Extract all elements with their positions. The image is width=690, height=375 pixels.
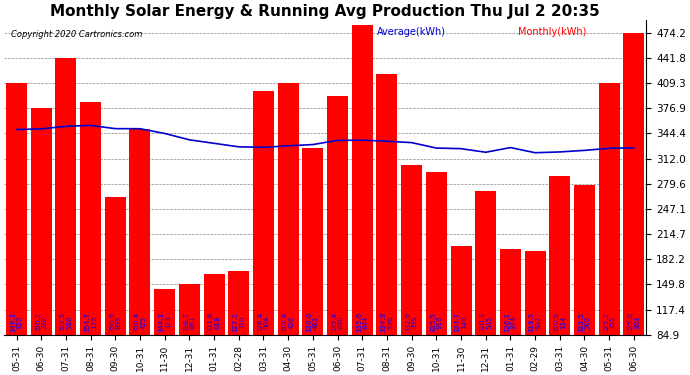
- Text: 327.1
310: 327.1 310: [233, 312, 245, 333]
- Bar: [253, 91, 274, 375]
- Bar: [80, 102, 101, 375]
- Text: 335.6
644: 335.6 644: [356, 312, 368, 333]
- Text: 349.3
320: 349.3 320: [10, 312, 23, 333]
- Bar: [574, 185, 595, 375]
- Title: Monthly Solar Energy & Running Avg Production Thu Jul 2 20:35: Monthly Solar Energy & Running Avg Produ…: [50, 4, 600, 19]
- Bar: [401, 165, 422, 375]
- Text: 353.5
530: 353.5 530: [59, 312, 72, 333]
- Bar: [154, 289, 175, 375]
- Bar: [475, 191, 496, 375]
- Bar: [55, 58, 77, 375]
- Text: Copyright 2020 Cartronics.com: Copyright 2020 Cartronics.com: [10, 30, 142, 39]
- Text: Monthly(kWh): Monthly(kWh): [518, 27, 586, 37]
- Bar: [451, 246, 471, 375]
- Text: 328.4
426: 328.4 426: [282, 312, 295, 333]
- Text: 325.2
355: 325.2 355: [603, 313, 615, 333]
- Text: 326.4
904: 326.4 904: [257, 312, 270, 333]
- Bar: [179, 284, 200, 375]
- Bar: [31, 108, 52, 375]
- Bar: [204, 274, 224, 375]
- Text: 326.1
374: 326.1 374: [504, 312, 517, 333]
- Bar: [599, 83, 620, 375]
- Text: 325.5
916: 325.5 916: [430, 313, 442, 333]
- Bar: [377, 74, 397, 375]
- Text: 344.3
323: 344.3 323: [159, 312, 171, 333]
- Bar: [524, 251, 546, 375]
- Text: 325.8
303: 325.8 303: [628, 312, 640, 333]
- Text: 334.3
536: 334.3 536: [381, 312, 393, 333]
- Text: 332.5
395: 332.5 395: [406, 312, 418, 333]
- Text: 330.0
461: 330.0 461: [306, 312, 319, 333]
- Text: 350.5
895: 350.5 895: [109, 312, 121, 333]
- Text: 331.6
618: 331.6 618: [208, 312, 220, 333]
- Text: 350.4
425: 350.4 425: [134, 312, 146, 333]
- Text: 335.4
030: 335.4 030: [331, 312, 344, 333]
- Text: 336.1
861: 336.1 861: [183, 312, 196, 333]
- Bar: [549, 176, 571, 375]
- Text: 322.5
565: 322.5 565: [578, 313, 591, 333]
- Bar: [500, 249, 521, 375]
- Bar: [130, 129, 150, 375]
- Bar: [277, 83, 299, 375]
- Text: 324.7
149: 324.7 149: [455, 312, 467, 333]
- Text: 320.1
545: 320.1 545: [480, 312, 492, 333]
- Text: 319.5
501: 319.5 501: [529, 312, 542, 333]
- Bar: [302, 148, 324, 375]
- Bar: [623, 33, 644, 375]
- Bar: [105, 196, 126, 375]
- Text: Average(kWh): Average(kWh): [377, 27, 446, 37]
- Bar: [6, 83, 27, 375]
- Text: 320.5
154: 320.5 154: [553, 312, 566, 333]
- Text: 354.7
175: 354.7 175: [84, 312, 97, 333]
- Bar: [228, 271, 249, 375]
- Bar: [327, 96, 348, 375]
- Bar: [352, 25, 373, 375]
- Bar: [426, 172, 447, 375]
- Text: 350.2
228: 350.2 228: [35, 312, 48, 333]
